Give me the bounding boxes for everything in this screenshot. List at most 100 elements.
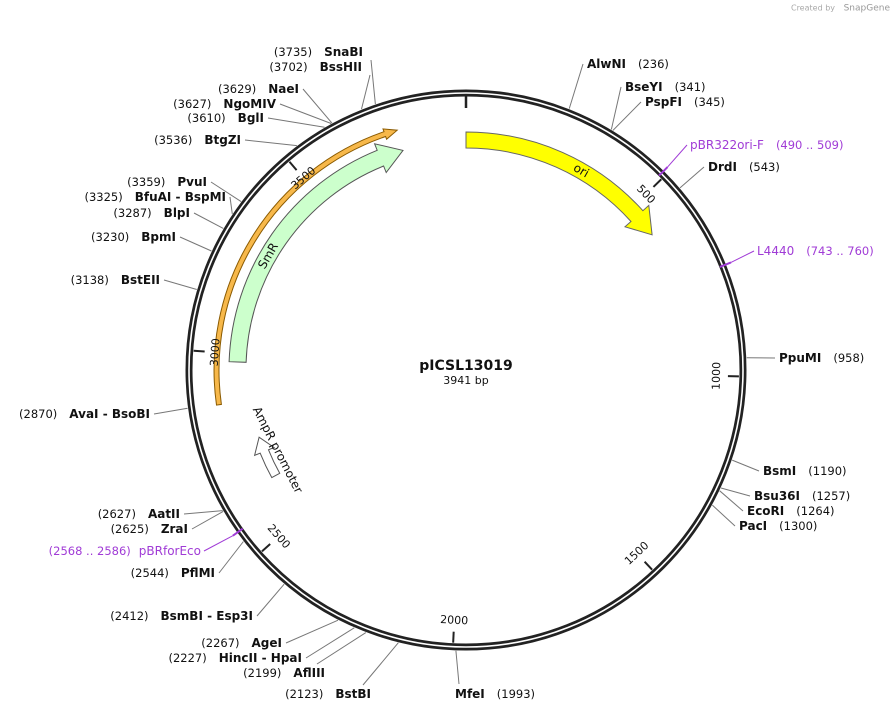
site-leader	[218, 541, 244, 574]
watermark-prefix: Created by	[791, 4, 835, 13]
site-label: (3629) NaeI	[218, 82, 299, 96]
site-part: (3138)	[71, 273, 109, 287]
primer-mark	[232, 527, 244, 537]
site-part: PspFI	[645, 95, 682, 109]
site-label: Bsu36I (1257)	[754, 489, 850, 503]
site-part: (3230)	[91, 230, 129, 244]
site-part: (1300)	[779, 519, 817, 533]
site-part: (236)	[638, 57, 669, 71]
site-part: BtgZI	[204, 133, 241, 147]
tick-mark	[643, 560, 653, 571]
site-label: DrdI (543)	[708, 160, 780, 174]
site-label: (3230) BpmI	[91, 230, 176, 244]
site-label: BsmI (1190)	[763, 464, 847, 478]
site-part: BstBI	[335, 687, 371, 701]
site-leader	[267, 117, 325, 128]
site-label: PpuMI (958)	[779, 351, 864, 365]
site-label: PspFI (345)	[645, 95, 725, 109]
site-leader	[719, 490, 744, 512]
site-label: (3536) BtgZI	[154, 133, 241, 147]
watermark-brand: SnapGene	[844, 4, 891, 14]
features	[213, 128, 653, 479]
site-part: (3287)	[113, 206, 151, 220]
primer-name: pBRforEco	[139, 544, 201, 558]
site-leader	[256, 583, 285, 617]
primer-label: (2568 .. 2586) pBRforEco	[49, 544, 201, 558]
site-part: (345)	[694, 95, 725, 109]
site-label: (3138) BstEII	[71, 273, 160, 287]
site-part: DrdI	[708, 160, 737, 174]
site-part: HincII - HpaI	[219, 651, 302, 665]
backbone-gap	[188, 92, 744, 648]
primer-mark	[719, 261, 732, 268]
site-part: Bsu36I	[754, 489, 800, 503]
tick-mark	[193, 349, 205, 353]
site-leader	[612, 101, 642, 131]
site-label: (3325) BfuAI - BspMI	[84, 190, 226, 204]
site-part: PvuI	[177, 175, 207, 189]
primer-name: pBR322ori-F	[690, 138, 764, 152]
site-part: (2123)	[285, 687, 323, 701]
site-label: EcoRI (1264)	[747, 504, 835, 518]
site-part: (3629)	[218, 82, 256, 96]
tick-mark	[652, 178, 662, 188]
site-part: BglI	[238, 111, 264, 125]
site-part: BpmI	[141, 230, 176, 244]
site-part: AatII	[148, 507, 180, 521]
site-leader	[210, 181, 242, 202]
site-part: (1264)	[796, 504, 834, 518]
site-label: MfeI (1993)	[455, 687, 535, 701]
site-label: (2267) AgeI	[201, 636, 282, 650]
tick-label: 2500	[265, 522, 293, 552]
site-part: AvaI - BsoBI	[69, 407, 150, 421]
primer-leader	[667, 144, 688, 168]
site-part: (3702)	[269, 60, 307, 74]
site-label: (3702) BssHII	[269, 60, 362, 74]
site-part: (2267)	[201, 636, 239, 650]
selection-arrow	[213, 128, 399, 406]
site-part: AflIII	[293, 666, 325, 680]
site-part: BstEII	[121, 273, 160, 287]
site-leader	[183, 510, 223, 515]
site-label: BseYI (341)	[625, 80, 706, 94]
site-leader	[191, 510, 224, 530]
feature-label: ori	[571, 160, 592, 180]
site-part: (3610)	[187, 111, 225, 125]
feature-arrow	[228, 143, 404, 363]
site-leader	[361, 74, 371, 110]
site-part: BfuAI - BspMI	[135, 190, 226, 204]
site-part: (1190)	[808, 464, 846, 478]
site-part: BsmBI - Esp3I	[161, 609, 253, 623]
site-label: (3359) PvuI	[127, 175, 207, 189]
tick-label: 3000	[208, 338, 223, 367]
site-label: AlwNI (236)	[587, 57, 669, 71]
site-label: (3735) SnaBI	[274, 45, 363, 59]
site-part: EcoRI	[747, 504, 784, 518]
site-label: (3627) NgoMIV	[173, 97, 277, 111]
site-leader	[285, 619, 339, 644]
feature-arrow	[253, 436, 281, 479]
site-part: (2227)	[168, 651, 206, 665]
site-part: (2544)	[131, 566, 169, 580]
site-part: (1257)	[812, 489, 850, 503]
site-leader	[179, 236, 212, 252]
primer-leader	[203, 535, 234, 552]
site-leader	[229, 196, 233, 215]
site-part: AgeI	[252, 636, 282, 650]
site-label: (2123) BstBI	[285, 687, 371, 701]
site-label: (3287) BlpI	[113, 206, 190, 220]
primer-name: L4440	[757, 244, 794, 258]
site-part: (3359)	[127, 175, 165, 189]
site-part: PflMI	[181, 566, 215, 580]
site-label: (2544) PflMI	[131, 566, 215, 580]
site-part: BssHII	[320, 60, 362, 74]
tick-label: 2000	[440, 613, 469, 627]
feature-arrow	[465, 131, 653, 236]
site-leader	[610, 86, 622, 130]
site-label: (2627) AatII	[98, 507, 180, 521]
site-leader	[679, 166, 705, 189]
site-label: (2870) AvaI - BsoBI	[19, 407, 150, 421]
site-leader	[720, 487, 751, 497]
site-part: (2199)	[243, 666, 281, 680]
